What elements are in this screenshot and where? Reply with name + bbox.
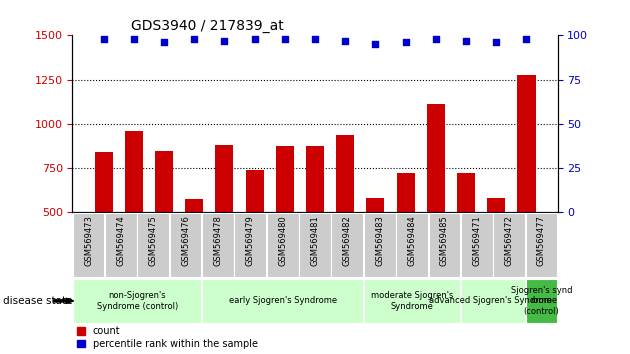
Bar <box>234 213 266 277</box>
Bar <box>105 213 137 277</box>
Bar <box>215 145 234 301</box>
Text: GSM569482: GSM569482 <box>343 215 352 266</box>
Bar <box>427 104 445 301</box>
Bar <box>367 198 384 301</box>
Bar <box>396 173 415 301</box>
Point <box>491 40 501 45</box>
Legend: count, percentile rank within the sample: count, percentile rank within the sample <box>77 326 258 349</box>
Text: GSM569477: GSM569477 <box>537 215 546 266</box>
Bar <box>364 213 396 277</box>
Point <box>219 38 229 44</box>
Text: GSM569475: GSM569475 <box>149 215 158 266</box>
Bar <box>125 131 143 301</box>
Text: GDS3940 / 217839_at: GDS3940 / 217839_at <box>130 19 284 33</box>
Bar <box>364 279 460 323</box>
Bar <box>170 213 202 277</box>
Bar <box>517 75 536 301</box>
Point <box>159 40 169 45</box>
Bar <box>137 213 169 277</box>
Bar <box>299 213 331 277</box>
Text: non-Sjogren's
Syndrome (control): non-Sjogren's Syndrome (control) <box>96 291 178 310</box>
Point <box>129 36 139 42</box>
Point <box>98 36 108 42</box>
Point <box>189 36 199 42</box>
Text: GSM569483: GSM569483 <box>375 215 384 266</box>
Point <box>249 36 260 42</box>
Text: GSM569473: GSM569473 <box>84 215 93 266</box>
Bar <box>525 279 557 323</box>
Bar <box>73 279 202 323</box>
Bar <box>276 146 294 301</box>
Bar <box>94 152 113 301</box>
Bar <box>331 213 363 277</box>
Bar <box>267 213 299 277</box>
Point <box>431 36 441 42</box>
Point <box>522 36 532 42</box>
Text: GSM569472: GSM569472 <box>505 215 513 266</box>
Bar <box>73 213 105 277</box>
Bar <box>202 213 234 277</box>
Point <box>280 36 290 42</box>
Text: early Sjogren's Syndrome: early Sjogren's Syndrome <box>229 296 336 306</box>
Bar <box>457 173 475 301</box>
Point <box>461 38 471 44</box>
Text: GSM569485: GSM569485 <box>440 215 449 266</box>
Text: GSM569479: GSM569479 <box>246 215 255 266</box>
Bar <box>493 213 525 277</box>
Point <box>340 38 350 44</box>
Bar <box>487 198 505 301</box>
Bar <box>185 199 203 301</box>
Bar <box>461 213 493 277</box>
Bar <box>336 136 354 301</box>
Text: moderate Sjogren's
Syndrome: moderate Sjogren's Syndrome <box>371 291 453 310</box>
Bar <box>155 152 173 301</box>
Bar <box>461 279 525 323</box>
Bar <box>428 213 460 277</box>
Text: GSM569478: GSM569478 <box>214 215 222 266</box>
Bar <box>202 279 363 323</box>
Point <box>401 40 411 45</box>
Bar <box>306 146 324 301</box>
Text: GSM569476: GSM569476 <box>181 215 190 266</box>
Bar <box>396 213 428 277</box>
Point <box>370 41 381 47</box>
Text: Sjogren's synd
rome
(control): Sjogren's synd rome (control) <box>511 286 572 316</box>
Bar <box>246 170 263 301</box>
Text: disease state: disease state <box>3 296 72 306</box>
Text: GSM569481: GSM569481 <box>311 215 319 266</box>
Text: GSM569484: GSM569484 <box>408 215 416 266</box>
Text: GSM569474: GSM569474 <box>117 215 125 266</box>
Text: GSM569471: GSM569471 <box>472 215 481 266</box>
Bar <box>525 213 557 277</box>
Point <box>310 36 320 42</box>
Text: GSM569480: GSM569480 <box>278 215 287 266</box>
Text: advanced Sjogren's Syndrome: advanced Sjogren's Syndrome <box>429 296 557 306</box>
